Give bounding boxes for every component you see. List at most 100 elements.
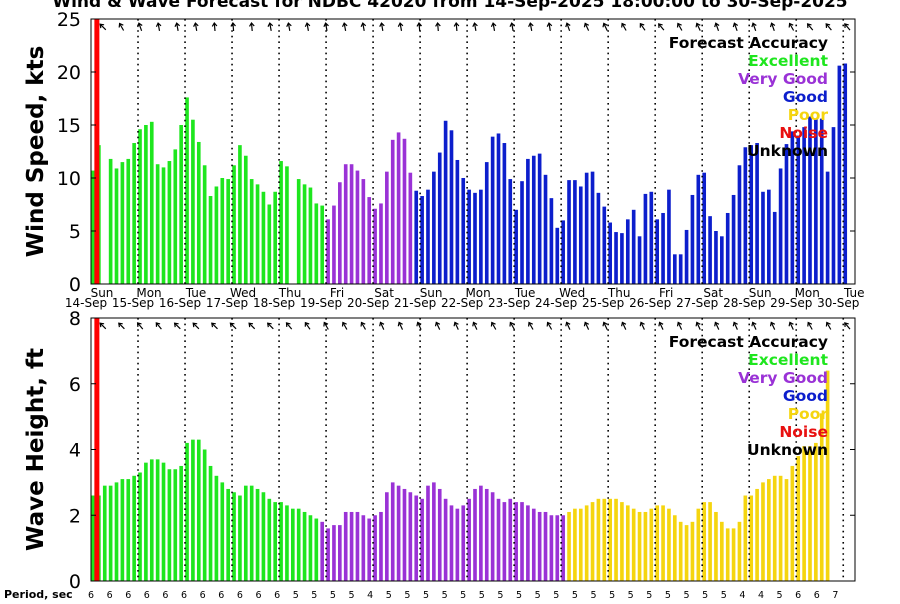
wave-bar — [825, 370, 830, 581]
direction-arrow-shaft — [194, 23, 198, 31]
wave-bar — [302, 511, 307, 581]
y-tick-label: 10 — [57, 168, 81, 190]
direction-arrow-shaft — [118, 322, 125, 330]
wind-bar — [232, 165, 236, 284]
x-tick-date: 15-Sep — [112, 296, 154, 310]
direction-arrow — [434, 321, 441, 330]
wind-bar — [661, 212, 665, 284]
direction-arrow-head — [844, 23, 849, 28]
direction-arrow-head — [99, 23, 105, 29]
wind-bar — [714, 231, 718, 284]
wind-bar — [461, 178, 466, 284]
direction-arrow — [844, 23, 851, 31]
wind-bar — [126, 158, 131, 284]
wind-bar — [173, 149, 178, 284]
wind-bar — [672, 254, 677, 284]
period-value: 6 — [162, 590, 168, 600]
wave-bar — [432, 482, 436, 582]
direction-arrow-head — [453, 321, 459, 327]
wind-bar — [338, 182, 342, 284]
direction-arrow-head — [769, 321, 776, 327]
direction-arrow — [621, 22, 627, 31]
x-tick-day: Tue — [185, 286, 207, 300]
wave-bar — [114, 482, 119, 582]
wave-bar — [778, 475, 783, 581]
wave-bar — [819, 413, 824, 581]
direction-arrow-head — [267, 22, 274, 27]
legend-title: Forecast Accuracy — [669, 333, 828, 351]
wave-bar — [379, 511, 383, 581]
wave-bar — [690, 521, 695, 581]
wave-bar — [120, 479, 125, 581]
direction-arrow — [788, 22, 795, 31]
direction-arrow-shaft — [343, 22, 347, 32]
direction-arrow-shaft — [844, 322, 851, 330]
wave-bar — [714, 511, 718, 581]
wind-panel: 0 5 10 15 20 25 Wind Speed, kts Forecast Accura… — [23, 9, 864, 310]
direction-arrow — [565, 321, 571, 330]
direction-arrow-head — [323, 22, 329, 27]
wind-bar — [402, 138, 407, 284]
x-tick-date: 26-Sep — [629, 296, 671, 310]
period-value: 5 — [516, 590, 522, 600]
direction-arrow-shaft — [733, 322, 738, 330]
x-tick-date: 24-Sep — [535, 296, 577, 310]
direction-arrow — [155, 22, 162, 32]
direction-arrow — [137, 22, 143, 32]
wave-bar — [467, 498, 471, 581]
wave-bar — [420, 498, 424, 581]
period-value: 6 — [795, 590, 801, 600]
direction-arrow-head — [658, 23, 663, 28]
wave-bar — [743, 495, 748, 581]
wave-bar — [326, 528, 330, 581]
wave-bar — [343, 511, 348, 581]
direction-arrow — [509, 321, 515, 330]
direction-arrow — [732, 22, 739, 32]
wave-panel: 0 2 4 6 8 Wave Height, ft Forecast AccuracyExc… — [23, 308, 856, 601]
direction-arrow-head — [528, 321, 533, 327]
wave-bar — [261, 492, 266, 581]
wind-bar — [426, 189, 430, 284]
direction-arrow — [286, 22, 292, 32]
direction-arrow-head — [732, 22, 739, 28]
direction-arrow — [211, 21, 218, 32]
direction-arrow-head — [583, 22, 589, 28]
period-value: 6 — [181, 590, 187, 600]
wind-bar — [91, 170, 95, 284]
period-value: 5 — [386, 590, 392, 600]
period-value: 5 — [460, 590, 466, 600]
direction-arrow-head — [751, 22, 757, 28]
wind-bar — [490, 136, 495, 284]
direction-arrow-shaft — [566, 322, 571, 330]
x-tick-day: Mon — [795, 286, 820, 300]
wind-bar — [373, 208, 377, 284]
direction-arrow-head — [416, 321, 422, 327]
wave-bar — [502, 502, 507, 581]
wind-bar — [520, 181, 524, 284]
wave-bar — [232, 492, 236, 581]
direction-arrow-head — [360, 22, 367, 27]
wave-bar — [678, 521, 683, 581]
wind-bar — [496, 133, 501, 284]
direction-arrow-shaft — [640, 322, 645, 330]
wind-bar — [149, 121, 154, 284]
period-value: 5 — [702, 590, 708, 600]
wind-bar — [308, 187, 313, 284]
y-tick-label: 15 — [57, 115, 81, 137]
direction-arrow-shaft — [658, 23, 665, 31]
wave-bar — [226, 488, 230, 581]
direction-arrow — [193, 22, 199, 31]
direction-arrow — [360, 22, 367, 32]
wave-bar — [279, 502, 283, 581]
direction-arrow-shaft — [491, 322, 497, 330]
direction-arrow — [453, 321, 459, 330]
period-value: 5 — [553, 590, 559, 600]
period-value: 4 — [758, 590, 764, 600]
direction-arrow-shaft — [174, 322, 181, 330]
wind-bar — [649, 191, 654, 284]
direction-arrow — [546, 321, 553, 330]
period-value: 5 — [293, 590, 299, 600]
wave-bar — [290, 508, 295, 581]
direction-arrow-shaft — [789, 23, 795, 31]
wave-axis-label: Wave Height, ft — [23, 348, 49, 551]
